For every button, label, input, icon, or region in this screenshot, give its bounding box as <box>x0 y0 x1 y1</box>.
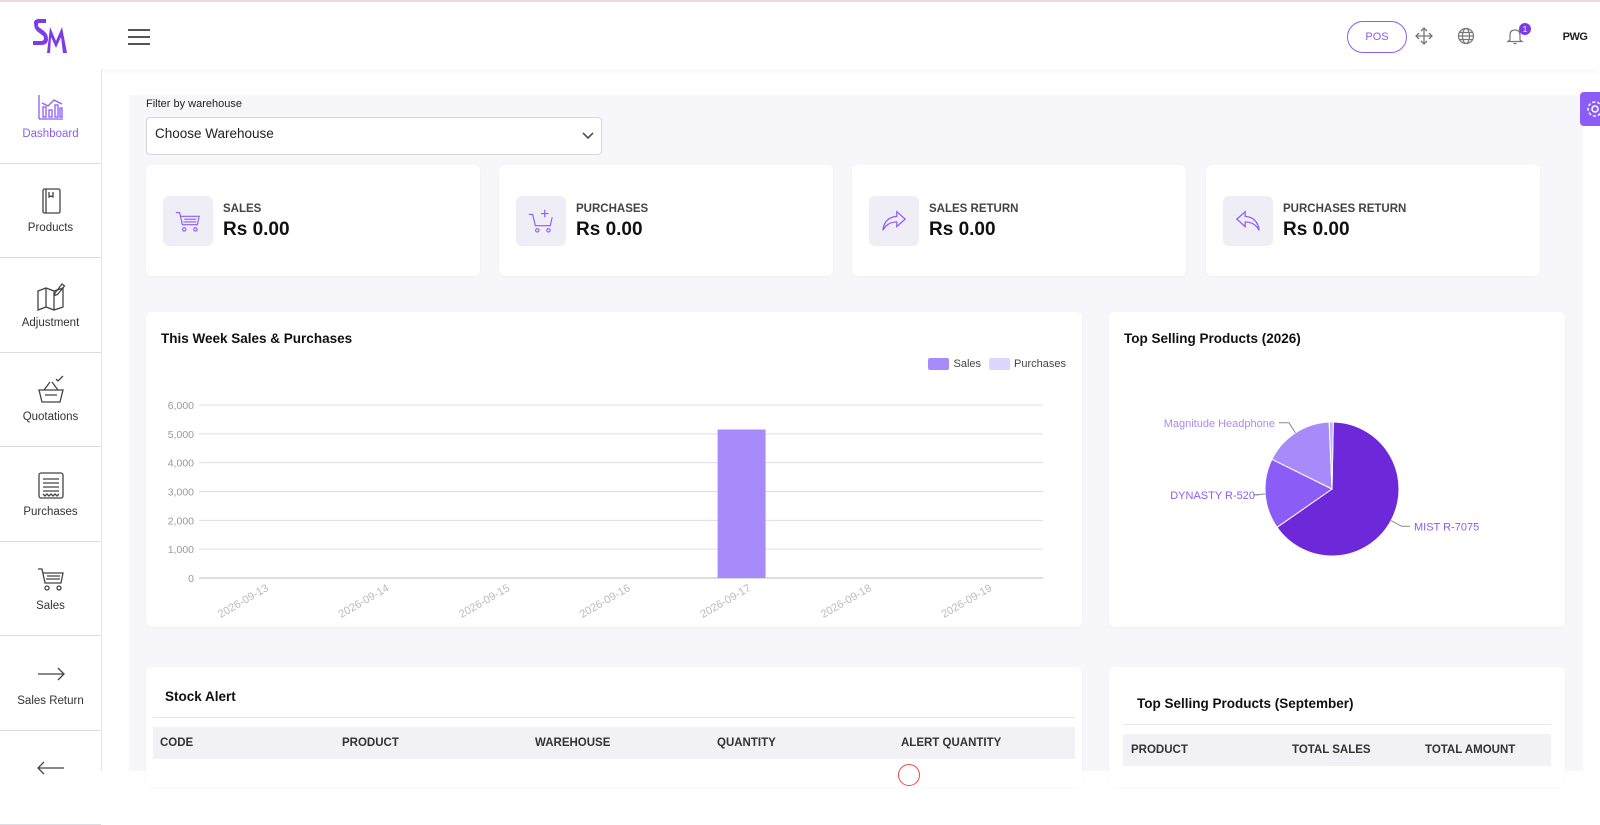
sidebar: Dashboard Products Adjustment Quotations… <box>0 69 102 771</box>
main-content: Filter by warehouse Choose Warehouse SAL… <box>129 95 1583 771</box>
stat-card-sales-return: SALES RETURN Rs 0.00 <box>852 165 1186 276</box>
pie-label-line <box>1279 423 1295 433</box>
menu-toggle-icon[interactable] <box>128 29 150 45</box>
reply-back-icon <box>1223 196 1273 246</box>
top-bar: POS 1 PWG <box>0 0 1600 69</box>
warehouse-select-value: Choose Warehouse <box>155 126 274 141</box>
alert-badge <box>898 764 920 786</box>
warehouse-select[interactable]: Choose Warehouse <box>146 117 602 155</box>
globe-icon[interactable] <box>1456 26 1476 46</box>
sidebar-item-sales-return[interactable]: Sales Return <box>0 636 101 731</box>
top-selling-month-table-header: PRODUCT TOTAL SALES TOTAL AMOUNT <box>1123 734 1551 766</box>
column-header-alert-quantity[interactable]: ALERT QUANTITY <box>901 737 1001 749</box>
stat-card-purchases: PURCHASES Rs 0.00 <box>499 165 833 276</box>
sidebar-item-adjustment[interactable]: Adjustment <box>0 258 101 353</box>
settings-gear-tab[interactable] <box>1580 92 1600 126</box>
column-header-product[interactable]: PRODUCT <box>342 737 399 749</box>
column-header-code[interactable]: CODE <box>160 737 193 749</box>
arrow-left-icon <box>36 753 66 783</box>
sidebar-item-label: Adjustment <box>22 317 80 329</box>
sidebar-item-dashboard[interactable]: Dashboard <box>0 69 101 164</box>
weekly-chart-card: This Week Sales & Purchases Sales Purcha… <box>146 312 1082 627</box>
avatar[interactable]: PWG <box>1557 24 1593 50</box>
map-edit-icon <box>36 281 66 311</box>
y-tick-label: 4,000 <box>168 458 194 470</box>
top-selling-pie-chart: MIST R-7075 DYNASTY R-520 Magnitude Headph… <box>1109 312 1565 627</box>
fullscreen-icon[interactable] <box>1414 26 1434 46</box>
pos-button[interactable]: POS <box>1347 21 1407 53</box>
filter-label: Filter by warehouse <box>146 98 242 110</box>
y-tick-label: 5,000 <box>168 429 194 441</box>
app-logo[interactable] <box>30 17 70 57</box>
cart-icon <box>36 564 66 594</box>
column-header-product[interactable]: PRODUCT <box>1131 744 1188 756</box>
x-tick-label: 2026-09-19 <box>939 582 994 621</box>
sidebar-item-more[interactable] <box>0 731 101 825</box>
sidebar-item-label: Dashboard <box>22 128 78 140</box>
y-tick-label: 6,000 <box>168 400 194 412</box>
x-tick-label: 2026-09-14 <box>337 582 392 621</box>
y-tick-label: 3,000 <box>168 487 194 499</box>
y-tick-label: 1,000 <box>168 544 194 556</box>
sidebar-item-label: Quotations <box>23 411 79 423</box>
stat-title: PURCHASES <box>576 203 648 215</box>
bar-sales[interactable] <box>718 430 766 578</box>
stat-value: Rs 0.00 <box>1283 219 1350 241</box>
column-header-total-sales[interactable]: TOTAL SALES <box>1292 744 1371 756</box>
sidebar-item-label: Sales <box>36 600 65 612</box>
sidebar-item-label: Sales Return <box>17 695 83 707</box>
pie-label: Magnitude Headphone <box>1164 418 1275 430</box>
x-tick-label: 2026-09-13 <box>216 582 271 621</box>
stat-card-sales: SALES Rs 0.00 <box>146 165 480 276</box>
y-tick-label: 2,000 <box>168 515 194 527</box>
x-tick-label: 2026-09-17 <box>698 582 753 621</box>
stock-alert-title: Stock Alert <box>165 689 236 704</box>
top-selling-month-title: Top Selling Products (September) <box>1137 696 1354 711</box>
column-header-quantity[interactable]: QUANTITY <box>717 737 776 749</box>
sidebar-item-sales[interactable]: Sales <box>0 542 101 637</box>
stat-value: Rs 0.00 <box>223 219 290 241</box>
y-tick-label: 0 <box>188 573 194 585</box>
receipt-icon <box>36 470 66 500</box>
stat-value: Rs 0.00 <box>576 219 643 241</box>
sidebar-item-purchases[interactable]: Purchases <box>0 447 101 542</box>
stat-title: PURCHASES RETURN <box>1283 203 1406 215</box>
cart-plus-icon <box>516 196 566 246</box>
top-selling-month-card: Top Selling Products (September) PRODUCT… <box>1109 667 1565 787</box>
cart-icon <box>163 196 213 246</box>
chevron-down-icon <box>581 128 595 142</box>
pie-label: MIST R-7075 <box>1414 521 1479 533</box>
stock-alert-table-header: CODE PRODUCT WAREHOUSE QUANTITY ALERT QU… <box>153 727 1075 759</box>
stat-title: SALES <box>223 203 261 215</box>
stock-alert-card: Stock Alert CODE PRODUCT WAREHOUSE QUANT… <box>146 667 1082 787</box>
chart-bar-icon <box>36 92 66 122</box>
x-tick-label: 2026-09-16 <box>578 582 633 621</box>
pie-label-line <box>1391 521 1410 527</box>
arrow-right-icon <box>36 659 66 689</box>
notification-badge: 1 <box>1519 23 1531 35</box>
weekly-bar-chart: 0 1,000 2,000 3,000 4,000 5,000 6,000 2026-09-1… <box>146 312 1082 627</box>
sidebar-item-label: Products <box>28 222 73 234</box>
sidebar-item-quotations[interactable]: Quotations <box>0 353 101 448</box>
pie-label-line <box>1253 494 1265 495</box>
share-forward-icon <box>869 196 919 246</box>
sidebar-item-products[interactable]: Products <box>0 164 101 259</box>
column-header-total-amount[interactable]: TOTAL AMOUNT <box>1425 744 1515 756</box>
basket-check-icon <box>36 375 66 405</box>
stat-value: Rs 0.00 <box>929 219 996 241</box>
gear-icon <box>1585 99 1600 119</box>
sidebar-item-label: Purchases <box>23 506 77 518</box>
stat-title: SALES RETURN <box>929 203 1018 215</box>
column-header-warehouse[interactable]: WAREHOUSE <box>535 737 610 749</box>
x-tick-label: 2026-09-18 <box>819 582 874 621</box>
stat-card-purchases-return: PURCHASES RETURN Rs 0.00 <box>1206 165 1540 276</box>
x-tick-label: 2026-09-15 <box>457 582 512 621</box>
book-icon <box>36 186 66 216</box>
pie-label: DYNASTY R-520 <box>1170 490 1255 502</box>
